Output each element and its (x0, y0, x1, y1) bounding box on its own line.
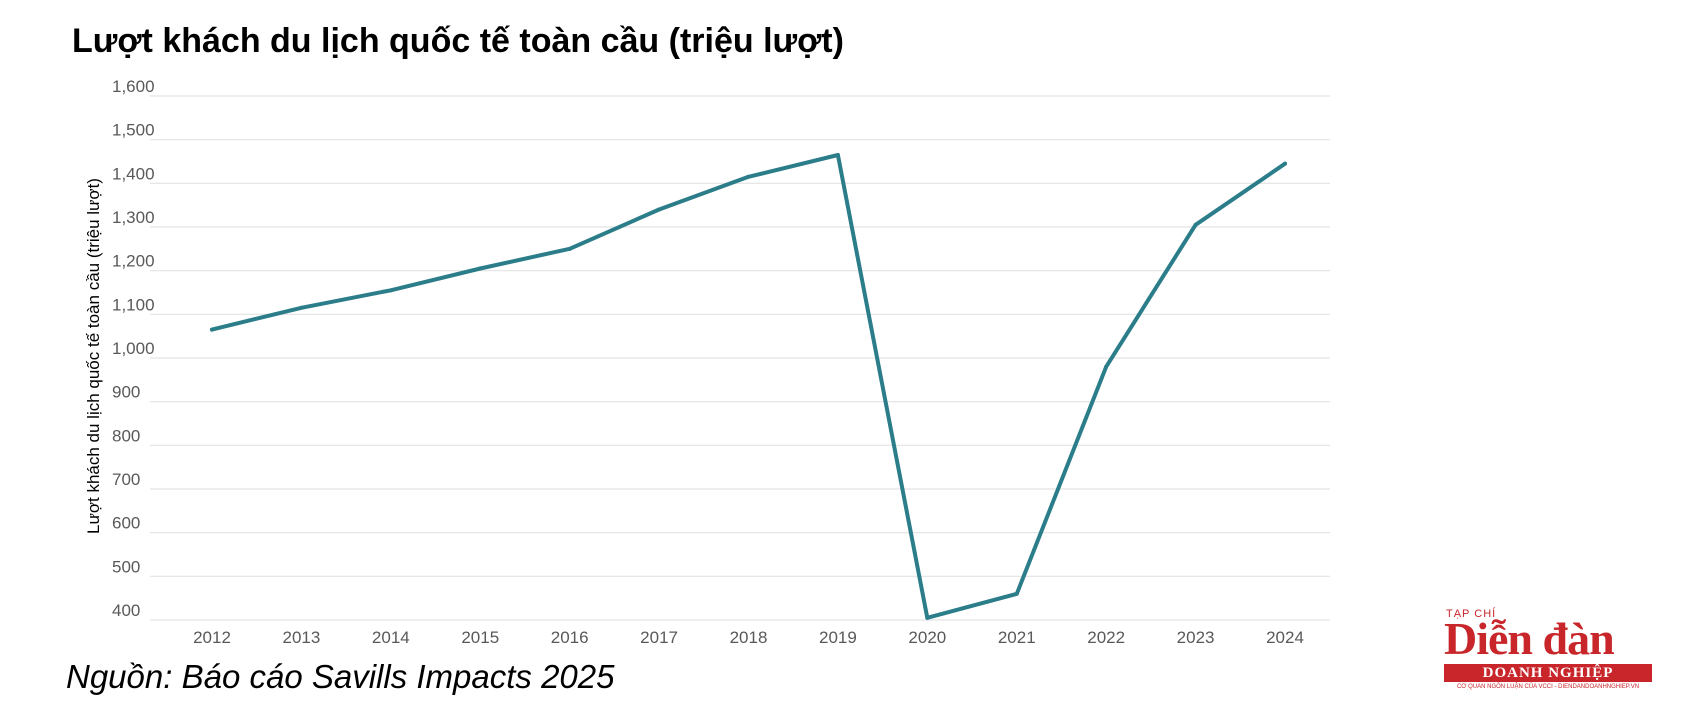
data-point (210, 327, 214, 332)
x-tick-label: 2024 (1266, 628, 1304, 647)
source-note: Nguồn: Báo cáo Savills Impacts 2025 (66, 658, 615, 695)
y-tick-label: 1,200 (112, 252, 155, 271)
y-tick-label: 700 (112, 470, 140, 489)
chart-title: Lượt khách du lịch quốc tế toàn cầu (tri… (72, 22, 844, 60)
x-tick-label: 2013 (283, 628, 321, 647)
x-tick-label: 2017 (640, 628, 678, 647)
data-point (925, 615, 930, 620)
data-point (1283, 161, 1287, 166)
y-tick-label: 500 (112, 557, 140, 576)
logo-bottom-text: CƠ QUAN NGÔN LUẬN CỦA VCCI - DIENDANDOAN… (1456, 684, 1640, 690)
y-tick-label: 1,400 (112, 164, 155, 183)
x-tick-label: 2016 (551, 628, 589, 647)
logo-top-text: TẠP CHÍ (1446, 608, 1497, 620)
logo-band-text: DOANH NGHIỆP (1444, 664, 1652, 682)
x-tick-label: 2022 (1087, 628, 1125, 647)
data-point (478, 266, 483, 271)
x-tick-label: 2023 (1177, 628, 1215, 647)
logo-main-text: Diễn đàn (1444, 613, 1615, 664)
y-tick-label: 400 (112, 601, 140, 620)
gridlines (150, 95, 1330, 621)
data-point (388, 288, 393, 293)
series-lines (210, 152, 1287, 620)
y-axis-label: Lượt khách du lịch quốc tế toàn cầu (tri… (84, 178, 103, 534)
x-tick-label: 2012 (193, 628, 231, 647)
y-tick-label: 1,500 (112, 121, 155, 140)
data-point (1014, 591, 1019, 596)
data-point (657, 207, 662, 212)
y-tick-label: 800 (112, 426, 140, 445)
data-point (746, 174, 751, 179)
x-tick-label: 2021 (998, 628, 1036, 647)
y-tick-label: 1,100 (112, 295, 155, 314)
series-line (210, 153, 1287, 620)
y-tick-label: 600 (112, 514, 140, 533)
x-tick-labels: 2012 2013 2014 2015 2016 2017 2018 2019 2020 2021… (193, 628, 1304, 647)
publication-logo: TẠP CHÍ Diễn đàn DOANH NGHIỆP CƠ QUAN NG… (1444, 608, 1654, 692)
data-point (299, 305, 304, 310)
data-point (1193, 222, 1198, 227)
x-tick-label: 2020 (908, 628, 946, 647)
y-tick-labels: 1,600 1,500 1,400 1,300 1,200 1,100 1,000 900 80… (112, 77, 155, 620)
y-tick-label: 1,300 (112, 208, 155, 227)
data-point (835, 152, 840, 157)
x-tick-label: 2019 (819, 628, 857, 647)
data-point (567, 246, 572, 251)
y-tick-label: 900 (112, 383, 140, 402)
data-point (1104, 364, 1109, 369)
y-tick-label: 1,600 (112, 77, 155, 96)
y-tick-label: 1,000 (112, 339, 155, 358)
x-tick-label: 2018 (730, 628, 768, 647)
x-tick-label: 2014 (372, 628, 410, 647)
x-tick-label: 2015 (461, 628, 499, 647)
